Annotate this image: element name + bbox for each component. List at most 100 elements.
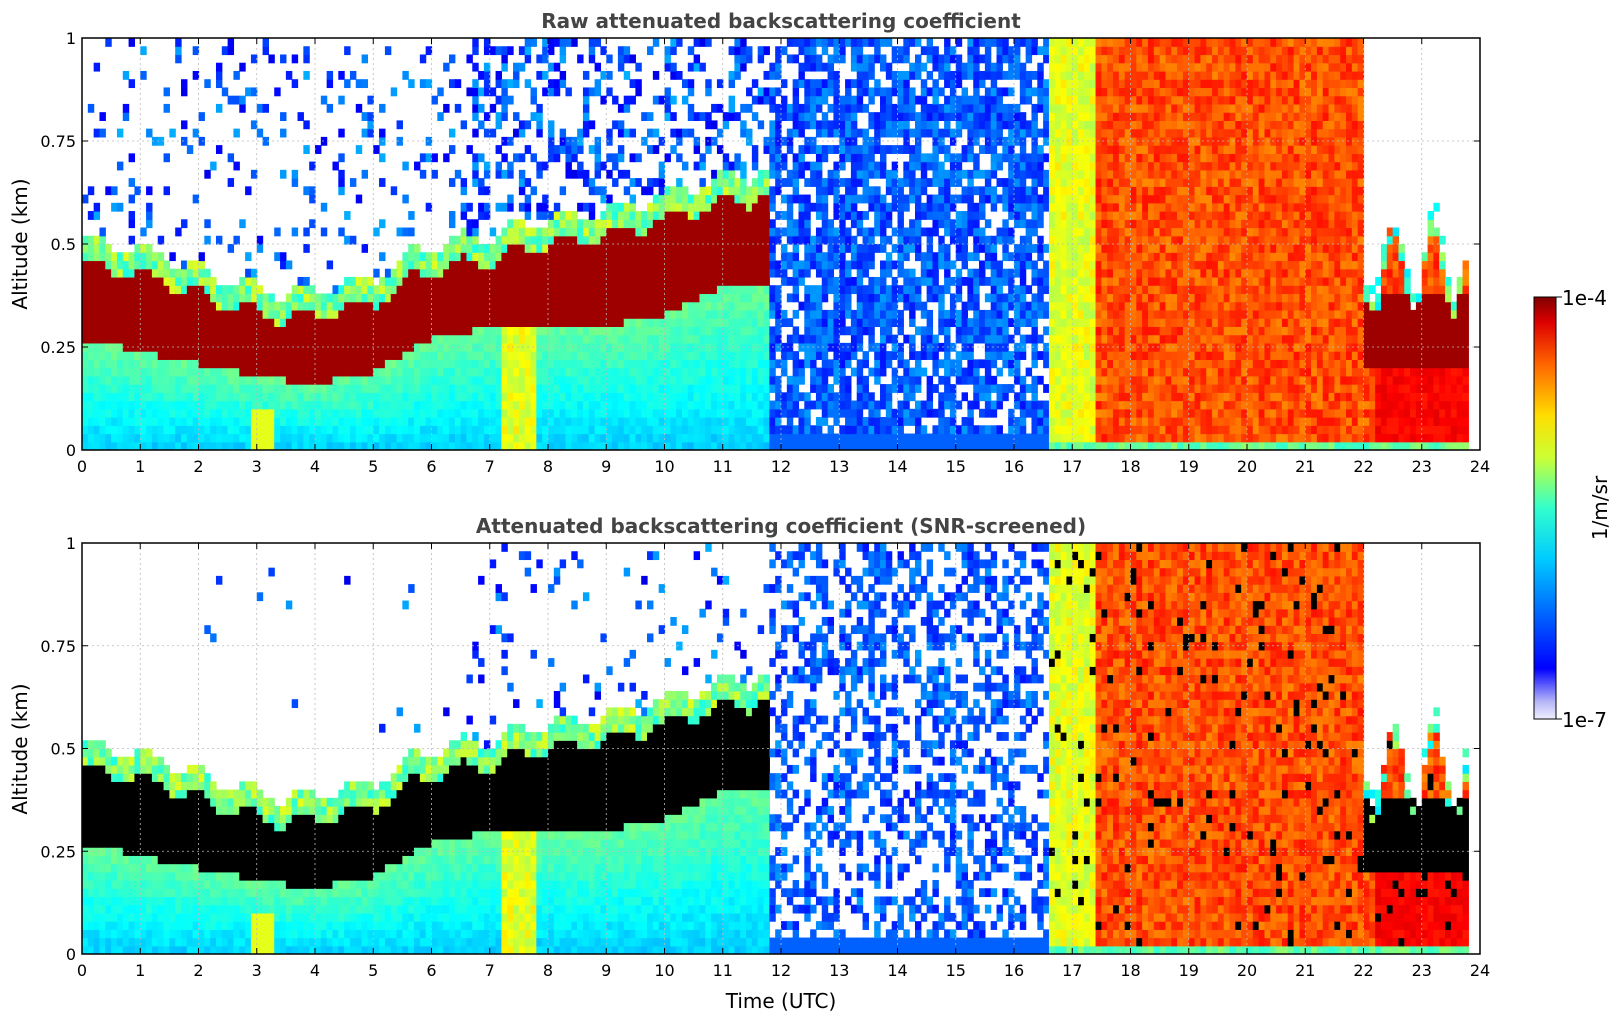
heatmap-cell [128,441,136,450]
heatmap-cell [210,326,217,336]
heatmap-cell [746,425,753,435]
heatmap-cell [769,408,776,418]
heatmap-cell [868,120,875,130]
heatmap-cell [582,326,590,336]
heatmap-cell [606,202,613,212]
heatmap-cell [897,252,904,262]
heatmap-cell [524,326,532,336]
heatmap-cell [565,211,572,220]
heatmap-cell [658,285,666,295]
heatmap-cell [932,202,939,212]
heatmap-cell [82,441,89,450]
heatmap-cell [332,408,339,418]
heatmap-cell [641,417,648,426]
heatmap-cell [781,252,788,262]
heatmap-cell [355,408,363,418]
heatmap-cell [186,392,194,402]
heatmap-cell [821,351,829,360]
heatmap-cell [524,79,532,89]
heatmap-cell [542,202,549,212]
heatmap-cell [868,62,875,72]
heatmap-cell [757,400,765,410]
heatmap-cell [262,334,269,344]
heatmap-cell [914,367,922,377]
heatmap-cell [518,46,526,56]
heatmap-cell [967,219,974,229]
heatmap-cell [151,441,159,450]
heatmap-cell [623,417,631,426]
heatmap-cell [338,309,345,319]
heatmap-cell [414,244,421,253]
heatmap-cell [239,359,246,369]
heatmap-cell [82,194,89,204]
heatmap-cell [472,46,479,56]
heatmap-cell [961,260,968,270]
heatmap-cell [845,351,852,360]
heatmap-cell [850,400,858,410]
heatmap-cell [693,244,701,253]
heatmap-cell [617,169,625,179]
heatmap-cell [868,54,875,64]
heatmap-cell [740,62,747,72]
heatmap-cell [938,433,945,443]
heatmap-cell [245,400,252,410]
heatmap-cell [885,384,893,393]
heatmap-cell [588,285,596,295]
heatmap-cell [914,186,922,196]
heatmap-cell [349,425,357,435]
heatmap-cell [99,417,106,426]
heatmap-cell [111,252,118,262]
heatmap-cell [623,285,631,295]
heatmap-cell [623,186,631,196]
heatmap-cell [553,392,561,402]
heatmap-cell [821,202,829,212]
heatmap-cell [501,400,508,410]
heatmap-cell [542,54,549,64]
heatmap-cell [868,252,875,262]
heatmap-cell [250,120,258,130]
heatmap-cell [518,392,526,402]
heatmap-cell [914,120,922,130]
heatmap-cell [239,375,246,385]
heatmap-cell [699,301,706,311]
heatmap-cell [734,260,741,270]
heatmap-cell [687,351,695,360]
heatmap-cell [955,219,963,229]
heatmap-cell [711,342,718,352]
heatmap-cell [448,285,456,295]
heatmap-cell [932,161,939,171]
heatmap-cell [617,153,625,163]
heatmap-cell [140,227,147,237]
heatmap-cell [280,425,287,435]
heatmap-cell [128,342,136,352]
heatmap-cell [93,235,101,245]
heatmap-cell [687,367,695,377]
heatmap-cell [652,408,660,418]
heatmap-cell [274,227,281,237]
heatmap-cell [635,87,642,97]
heatmap-cell [466,285,473,295]
heatmap-cell [320,293,328,303]
heatmap-cell [285,384,293,393]
heatmap-cell [874,375,881,385]
heatmap-cell [82,301,89,311]
heatmap-cell [967,136,974,146]
heatmap-cell [705,334,712,344]
heatmap-cell [513,318,520,327]
heatmap-cell [594,351,602,360]
heatmap-cell [734,301,741,311]
heatmap-cell [425,276,433,286]
heatmap-cell [367,285,374,295]
heatmap-cell [856,359,864,369]
heatmap-cell [425,375,433,385]
heatmap-cell [949,87,957,97]
heatmap-cell [483,408,491,418]
heatmap-cell [530,244,537,253]
heatmap-cell [501,95,508,105]
heatmap-cell [681,441,689,450]
heatmap-cell [600,70,607,80]
heatmap-cell [111,384,118,393]
heatmap-cell [157,400,165,410]
heatmap-cell [303,425,310,435]
heatmap-cell [792,169,800,179]
